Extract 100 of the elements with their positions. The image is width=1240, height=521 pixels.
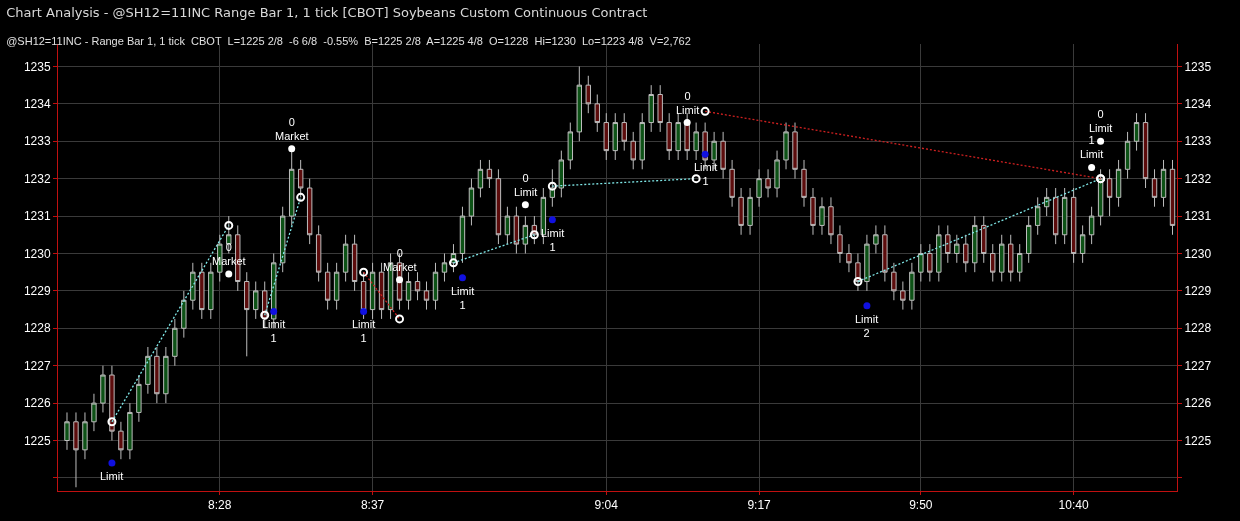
candlestick [774, 150, 780, 198]
candlestick [738, 187, 744, 236]
candlestick [891, 262, 897, 301]
candlestick [82, 411, 88, 460]
candlestick [1017, 243, 1023, 283]
candlestick [990, 243, 996, 283]
candlestick [729, 159, 735, 208]
point [270, 307, 278, 315]
point [108, 459, 116, 467]
candlestick [351, 234, 358, 292]
candlestick [675, 112, 681, 161]
candlestick [1079, 224, 1086, 264]
x-tick-label: 9:50 [909, 498, 933, 513]
candlestick [504, 206, 511, 245]
y2-tick-label: 1231 [1184, 209, 1212, 224]
x-tick-label: 8:28 [208, 498, 232, 513]
candlestick [972, 215, 978, 273]
candlestick [163, 346, 169, 404]
y2-tick-label: 1230 [1184, 246, 1212, 261]
candlestick [837, 224, 843, 264]
candlestick [1070, 187, 1077, 264]
candlestick [819, 196, 825, 236]
candlestick [280, 206, 286, 273]
y2-tick-label: 1227 [1184, 358, 1212, 373]
x-tick-label: 10:40 [1058, 498, 1089, 513]
candlestick [1124, 131, 1131, 180]
candlestick [639, 112, 645, 170]
point [548, 216, 556, 224]
candlestick [1160, 159, 1167, 208]
candlestick [603, 112, 609, 161]
candlestick [918, 243, 924, 283]
candlestick [954, 234, 960, 264]
y-tick-label: 1229 [23, 284, 51, 299]
candlestick [801, 159, 807, 208]
candlestick [630, 131, 636, 170]
candlestick [657, 84, 663, 133]
candlestick [154, 346, 160, 404]
y-tick-label: 1225 [23, 433, 51, 448]
point [701, 150, 709, 158]
candlestick [414, 271, 421, 301]
candlestick [522, 215, 529, 254]
candlestick [666, 112, 672, 161]
candlestick [558, 150, 565, 198]
candlestick [486, 159, 493, 189]
y-tick-label: 1233 [23, 134, 51, 149]
candlestick [477, 159, 484, 198]
annotation: 0 Limit [514, 172, 538, 199]
x-tick-label: 8:37 [360, 498, 385, 513]
candlestick [513, 206, 520, 254]
annotation: 0 Limit [676, 90, 700, 117]
candlestick [190, 262, 196, 311]
x-tick-label: 9:17 [747, 498, 772, 513]
y-tick-label: 1232 [23, 171, 51, 186]
candlestick [1169, 159, 1176, 236]
y2-tick-label: 1229 [1184, 284, 1212, 299]
annotation: 1 Limit [1080, 134, 1104, 161]
annotation: Limit [100, 470, 124, 482]
candlestick [405, 271, 412, 311]
candlestick [369, 262, 376, 320]
candlestick [73, 411, 79, 488]
candlestick [747, 187, 753, 236]
annotation: 0 Limit [1089, 108, 1113, 135]
candlestick [441, 252, 448, 283]
y2-tick-label: 1225 [1184, 433, 1212, 448]
y-tick-label: 1226 [23, 396, 51, 411]
candlestick [720, 131, 726, 180]
candlestick [118, 421, 124, 460]
candlestick [253, 281, 259, 320]
candlestick [981, 215, 987, 264]
candlestick [1026, 215, 1032, 264]
candlestick [846, 243, 852, 273]
candlestick [585, 75, 591, 114]
candlestick [468, 178, 475, 226]
candlestick [145, 346, 151, 395]
candlestick [810, 187, 816, 236]
y2-tick-label: 1233 [1184, 134, 1212, 149]
annotation: 0 Market [275, 116, 309, 143]
candlestick [999, 234, 1005, 283]
candlestick [576, 65, 582, 142]
candlestick [324, 262, 331, 311]
y2-tick-label: 1235 [1184, 59, 1212, 74]
y-tick-label: 1234 [23, 97, 51, 112]
candlestick [648, 84, 654, 133]
candlestick [765, 168, 771, 198]
candlestick [621, 112, 627, 152]
candlestick [333, 262, 340, 311]
x-tick-label: 9:04 [594, 498, 619, 513]
candlestick [1034, 196, 1041, 236]
candlestick [756, 168, 762, 208]
candlestick [963, 234, 969, 273]
y-tick-label: 1228 [23, 321, 51, 336]
candlestick [315, 224, 322, 283]
candlestick [1043, 187, 1050, 217]
y2-tick-label: 1226 [1184, 396, 1212, 411]
candlestick [378, 262, 385, 320]
candlestick [909, 262, 915, 311]
candlestick [567, 122, 574, 170]
candlestick [172, 318, 178, 367]
chart-title: Chart Analysis - @SH12=11INC Range Bar 1, 1 tick [CBOT] Soybeans Custom Continuous Contract [6, 4, 648, 20]
y-tick-label: 1235 [23, 59, 51, 74]
